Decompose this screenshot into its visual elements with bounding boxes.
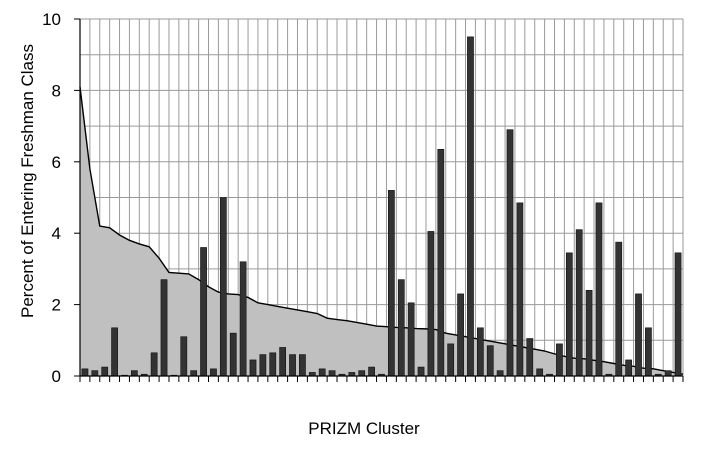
bar [457,293,464,377]
y-tick-label: 0 [52,367,61,386]
bar [516,202,524,377]
bar [299,354,306,377]
bar [595,202,603,377]
bar [486,345,494,377]
bar [368,366,375,377]
bar [111,327,118,377]
bar [447,343,455,377]
y-tick-labels: 0 2 4 6 8 10 [42,10,61,386]
bar [358,370,366,377]
bar [536,368,544,377]
bar [200,247,207,377]
bar [427,231,435,377]
cumulative-area [79,86,684,376]
bar [635,293,642,377]
bar [259,354,267,377]
bar [417,366,425,377]
bar [615,241,623,377]
bar [131,370,138,377]
bar [190,370,198,377]
bar [318,368,326,377]
x-axis-label: PRIZM Cluster [308,419,420,438]
bar [476,327,484,377]
bar [81,368,89,377]
y-tick-label: 8 [52,81,61,100]
bar [91,370,99,377]
bar [210,368,217,377]
bar [229,332,237,377]
bar [289,354,296,377]
bar [625,359,633,377]
y-axis-label: Percent of Entering Freshman Class [18,44,37,318]
bar [328,370,336,377]
axes [74,18,684,382]
bar [397,279,405,377]
area-fill [80,86,683,376]
bars [81,36,682,377]
bar [150,352,158,377]
y-tick-label: 6 [52,153,61,172]
bar [526,338,534,377]
bar [160,279,168,377]
bar [674,252,682,377]
bar [467,36,474,377]
bar [437,149,445,377]
bar [565,252,573,377]
bar [556,343,563,377]
bar [219,197,227,377]
bar [664,370,672,377]
bar [388,190,395,377]
bar [269,352,277,377]
bar [239,261,247,377]
bar [585,290,593,377]
bar [575,229,583,377]
y-tick-label: 10 [42,10,61,29]
bar [249,359,257,377]
y-tick-label: 2 [52,296,61,315]
y-tick-label: 4 [52,224,61,243]
bar [506,129,514,377]
bar [407,302,415,377]
bar [279,347,287,377]
bar [645,327,652,377]
bar [101,366,109,377]
bar [180,336,188,377]
bar [496,370,504,377]
